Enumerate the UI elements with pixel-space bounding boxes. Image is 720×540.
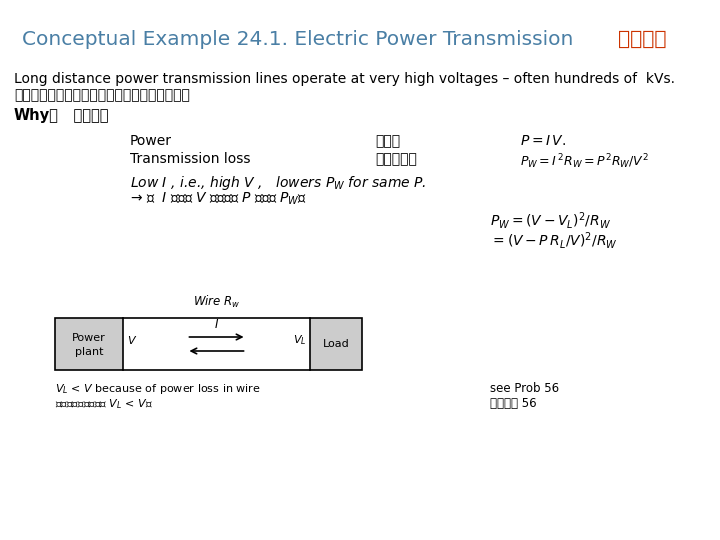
Text: $V$: $V$: [127, 334, 138, 346]
Text: see Prob 56: see Prob 56: [490, 382, 559, 395]
Text: Load: Load: [323, 339, 349, 349]
Text: $V_L$: $V_L$: [292, 333, 306, 347]
Text: $= (V - P\,R_L / V)^2 / R_W$: $= (V - P\,R_L / V)^2 / R_W$: [490, 230, 618, 251]
Bar: [310, 318, 362, 370]
Text: $I$: $I$: [214, 318, 219, 331]
Text: $P_W = (V - V_L)^2 / R_W$: $P_W = (V - V_L)^2 / R_W$: [490, 210, 611, 231]
Text: Conceptual Example 24.1. Electric Power Transmission: Conceptual Example 24.1. Electric Power …: [22, 30, 593, 49]
Text: Power: Power: [130, 134, 172, 148]
Text: 因線內功率損耗，故 $V_L$ < $V$。: 因線內功率損耗，故 $V_L$ < $V$。: [55, 397, 153, 411]
Text: 電力輸送: 電力輸送: [618, 30, 667, 49]
Text: 功率：: 功率：: [375, 134, 400, 148]
Text: Transmission loss: Transmission loss: [130, 152, 251, 166]
Text: Why？: Why？: [14, 108, 59, 123]
Text: $P_W = I^{\,2} R_W = P^2 R_W / V^2$: $P_W = I^{\,2} R_W = P^2 R_W / V^2$: [520, 152, 649, 171]
Text: 為甚麼？: 為甚麼？: [55, 108, 109, 123]
Text: 長程電力輸送都用很高的電壓－往往幾十萬伏。: 長程電力輸送都用很高的電壓－往往幾十萬伏。: [14, 88, 190, 102]
Text: Low $I$ , i.e., high $V$ ,   lowers $P_W$ for same $P$.: Low $I$ , i.e., high $V$ , lowers $P_W$ …: [130, 174, 426, 192]
Text: 參考習題 56: 參考習題 56: [490, 397, 536, 410]
Text: Long distance power transmission lines operate at very high voltages – often hun: Long distance power transmission lines o…: [14, 72, 675, 86]
Text: Wire $R_w$: Wire $R_w$: [193, 294, 240, 310]
Text: Power: Power: [72, 333, 106, 343]
Text: plant: plant: [75, 347, 103, 357]
Text: 傳輸損耗：: 傳輸損耗：: [375, 152, 417, 166]
Text: $P = I\,V.$: $P = I\,V.$: [520, 134, 566, 148]
Bar: [55, 318, 123, 370]
Text: $V_L$ < $V$ because of power loss in wire: $V_L$ < $V$ because of power loss in wir…: [55, 382, 261, 396]
Text: → 低  $I$ ，即高 $V$ ，可在同 $P$ 下降低 $P_W$。: → 低 $I$ ，即高 $V$ ，可在同 $P$ 下降低 $P_W$。: [130, 191, 307, 207]
